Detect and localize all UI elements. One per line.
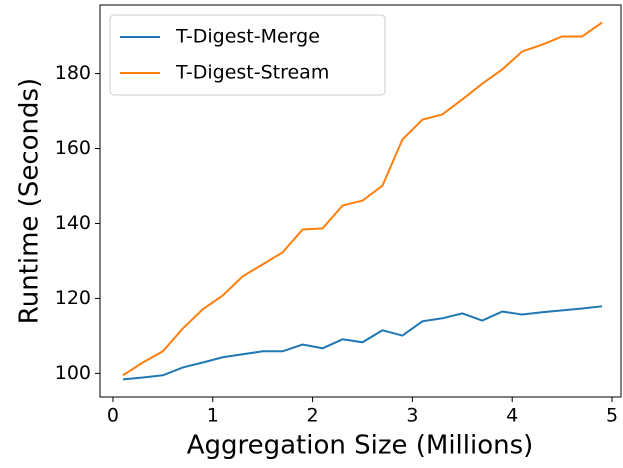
x-tick-label: 5 bbox=[606, 405, 618, 427]
x-tick-label: 4 bbox=[506, 405, 518, 427]
y-tick-label: 140 bbox=[55, 212, 91, 234]
series-line bbox=[122, 21, 603, 377]
plot-frame bbox=[99, 4, 622, 398]
y-tick-label: 120 bbox=[55, 287, 91, 309]
y-axis-label: Runtime (Seconds) bbox=[15, 78, 45, 324]
x-axis-label: Aggregation Size (Millions) bbox=[187, 431, 534, 461]
x-tick-label: 2 bbox=[307, 405, 319, 427]
x-tick-label: 3 bbox=[406, 405, 418, 427]
legend-label: T-Digest-Stream bbox=[175, 62, 329, 84]
legend-label: T-Digest-Merge bbox=[175, 26, 320, 48]
series-line bbox=[122, 305, 603, 381]
y-tick-label: 180 bbox=[55, 62, 91, 84]
x-tick-label: 0 bbox=[107, 405, 119, 427]
x-tick-label: 1 bbox=[207, 405, 219, 427]
y-tick-label: 160 bbox=[55, 137, 91, 159]
y-tick-label: 100 bbox=[55, 362, 91, 384]
legend-box bbox=[109, 14, 386, 96]
